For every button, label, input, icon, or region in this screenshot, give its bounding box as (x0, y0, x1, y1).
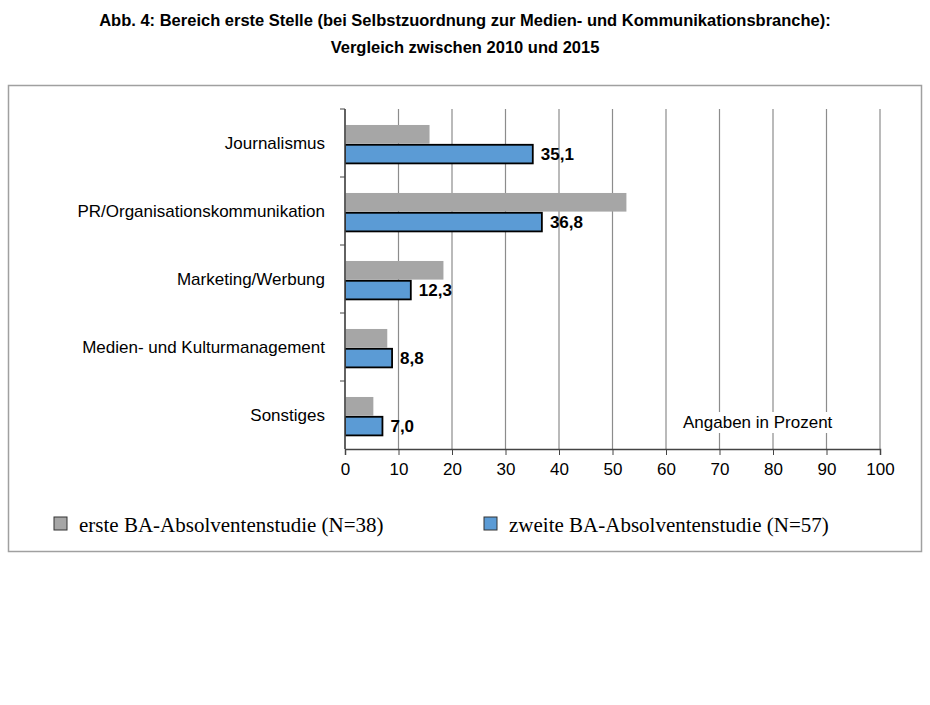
legend-swatch (54, 517, 67, 530)
annotation-group: Angaben in Prozent (680, 412, 836, 433)
legend-swatch (484, 517, 497, 530)
data-label: 12,3 (419, 281, 452, 300)
bar (345, 125, 430, 144)
grid-line (719, 109, 720, 449)
x-tick: 50 (604, 449, 623, 479)
y-tick-label: Journalismus (225, 134, 325, 153)
y-axis-line (344, 109, 346, 449)
grid-line (344, 109, 345, 449)
x-tick-label: 70 (711, 460, 730, 479)
grid-line (826, 109, 827, 449)
x-tick-label: 90 (818, 460, 837, 479)
chart: Abb. 4: Bereich erste Stelle (bei Selbst… (0, 0, 930, 705)
y-separator (340, 177, 345, 178)
x-tick: 20 (443, 449, 462, 479)
x-tick-label: 50 (604, 460, 623, 479)
y-axis: Journalismus PR/Organisationskommunikatio… (77, 109, 345, 449)
bar (345, 329, 387, 348)
bar (345, 349, 392, 368)
y-tick-label: Marketing/Werbung (177, 270, 325, 289)
x-tick-label: 0 (341, 460, 350, 479)
y-tick-label: Medien- und Kulturmanagement (82, 338, 325, 357)
bar (345, 261, 443, 280)
x-tick-mark (720, 449, 721, 455)
x-tick: 10 (390, 449, 409, 479)
bar (345, 193, 626, 212)
bar (345, 417, 382, 436)
bar (345, 145, 533, 164)
x-tick-mark (506, 449, 507, 455)
bar (345, 397, 373, 416)
grid-line (879, 109, 880, 449)
legend-label: erste BA-Absolventenstudie (N=38) (79, 513, 384, 537)
y-separator (340, 109, 345, 110)
x-tick-mark (452, 449, 453, 455)
x-tick: 40 (550, 449, 569, 479)
grid-line (772, 109, 773, 449)
x-tick-mark (613, 449, 614, 455)
annotation-background (680, 412, 836, 433)
data-label: 35,1 (541, 145, 574, 164)
grid-line (612, 109, 613, 449)
subtitle: Vergleich zwischen 2010 und 2015 (331, 38, 600, 56)
x-tick-mark (559, 449, 560, 455)
series (345, 145, 542, 436)
x-tick: 0 (341, 449, 350, 479)
data-label: 7,0 (390, 417, 414, 436)
x-tick-label: 30 (497, 460, 516, 479)
frame (9, 86, 922, 552)
x-tick: 70 (711, 449, 730, 479)
x-tick-mark (773, 449, 774, 455)
x-tick-label: 10 (390, 460, 409, 479)
y-separator (340, 381, 345, 382)
annotation: Angaben in Prozent (683, 413, 833, 432)
series (345, 125, 626, 416)
x-tick-mark (399, 449, 400, 455)
x-tick-mark (666, 449, 667, 455)
bars (345, 125, 626, 435)
legend: erste BA-Absolventenstudie (N=38) zweite … (54, 513, 829, 537)
y-separator (340, 245, 345, 246)
x-tick-mark (345, 449, 346, 455)
legend-item: erste BA-Absolventenstudie (N=38) (54, 513, 384, 537)
x-tick: 90 (818, 449, 837, 479)
legend-label: zweite BA-Absolventenstudie (N=57) (509, 513, 829, 537)
y-tick-label: Sonstiges (250, 406, 325, 425)
title: Abb. 4: Bereich erste Stelle (bei Selbst… (99, 11, 831, 29)
x-tick-label: 80 (764, 460, 783, 479)
x-tick-label: 40 (550, 460, 569, 479)
x-tick: 100 (866, 449, 894, 479)
x-tick: 60 (657, 449, 676, 479)
bar (345, 213, 542, 232)
x-tick-label: 100 (866, 460, 894, 479)
x-axis: 0 10 20 30 40 50 60 70 80 90 100 (341, 449, 895, 479)
data-label: 36,8 (550, 213, 583, 232)
x-tick-label: 60 (657, 460, 676, 479)
grid (345, 109, 880, 449)
grid-line (665, 109, 666, 449)
x-axis-line (346, 450, 881, 456)
bar (345, 281, 411, 300)
x-tick: 80 (764, 449, 783, 479)
y-tick-label: PR/Organisationskommunikation (77, 202, 325, 221)
y-separator (340, 313, 345, 314)
data-label: 8,8 (400, 349, 424, 368)
x-tick-mark (880, 449, 881, 455)
data-labels: 35,1 36,8 12,3 8,8 7,0 (390, 145, 583, 436)
legend-item: zweite BA-Absolventenstudie (N=57) (484, 513, 829, 537)
x-tick-label: 20 (443, 460, 462, 479)
x-tick: 30 (497, 449, 516, 479)
x-tick-mark (827, 449, 828, 455)
